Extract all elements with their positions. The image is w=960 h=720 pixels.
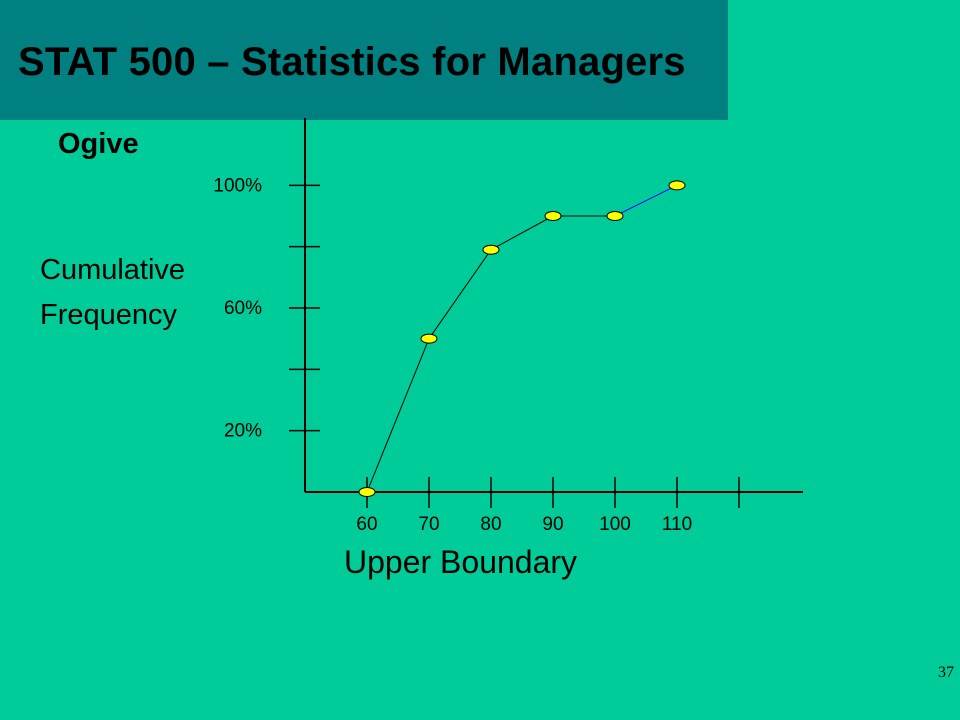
x-tick-label-60: 60 (356, 514, 377, 535)
x-tick-label-70: 70 (418, 514, 439, 535)
y-axis-label-line-2: Frequency (40, 299, 178, 331)
x-tick-label-110: 110 (662, 514, 692, 535)
ogive-point-90 (544, 211, 562, 221)
ogive-point-60 (358, 487, 376, 497)
y-axis-label: Cumulative Frequency (40, 248, 185, 338)
x-axis-label: Upper Boundary (344, 544, 578, 580)
ogive-point-110 (668, 180, 686, 191)
x-tick-label-100: 100 (599, 514, 631, 535)
title-bar: STAT 500 – Statistics for Managers (0, 0, 728, 120)
ogive-segment-1 (366, 338, 430, 493)
slide-title: STAT 500 – Statistics for Managers (18, 40, 686, 84)
ogive-point-100 (606, 211, 624, 221)
y-tick-label-10: 20% (224, 421, 262, 442)
y-axis-label-line-1: Cumulative (40, 254, 186, 286)
ogive-segment-2 (428, 249, 492, 339)
chart-title: Ogive (58, 128, 139, 160)
ogive-point-80 (482, 244, 500, 255)
y-tick-label-30: 60% (224, 298, 262, 319)
ogive-segment-5 (614, 184, 678, 217)
page-number: 37 (938, 664, 954, 681)
x-tick-label-90: 90 (542, 514, 563, 535)
x-tick-label-80: 80 (480, 514, 501, 535)
ogive-segment-3 (490, 215, 554, 251)
y-tick-label-50: 100% (213, 175, 262, 196)
ogive-point-70 (420, 333, 438, 344)
